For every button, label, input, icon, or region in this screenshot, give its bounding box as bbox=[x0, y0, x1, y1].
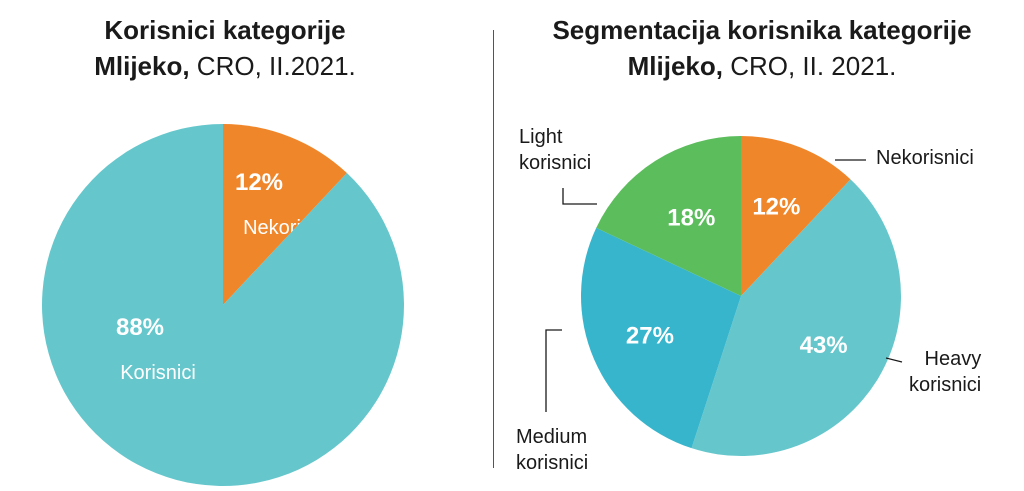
chart1-title-date: CRO, II.2021. bbox=[189, 51, 356, 81]
chart1-slice-nekorisnici bbox=[223, 124, 347, 305]
chart1-slice-korisnici bbox=[41, 124, 404, 486]
chart2-label-medium-line1: Medium bbox=[516, 426, 588, 448]
chart2-value-medium-korisnici: 27% bbox=[626, 322, 674, 349]
chart1-value-nekorisnici: 12% bbox=[235, 169, 283, 196]
chart2-title-line1: Segmentacija korisnika kategorije bbox=[552, 15, 972, 45]
chart2-leader-heavy bbox=[885, 357, 903, 363]
chart2-label-heavy: Heavy korisnici bbox=[909, 346, 981, 398]
chart1-title-bold: Mlijeko, bbox=[94, 51, 190, 81]
chart2-leader-medium bbox=[545, 329, 562, 412]
chart2-slice-light-korisnici bbox=[596, 136, 741, 296]
chart2-slice-heavy-korisnici bbox=[691, 179, 902, 457]
divider-line bbox=[493, 30, 494, 468]
chart2-label-medium: Medium korisnici bbox=[516, 424, 588, 476]
chart2-label-heavy-line2: korisnici bbox=[909, 374, 982, 396]
chart2-label-medium-line2: korisnici bbox=[516, 452, 589, 474]
chart2-title-bold: Mlijeko, bbox=[627, 51, 723, 81]
chart1-value-korisnici: 88% bbox=[116, 314, 164, 341]
chart1-label-korisnici: Korisnici bbox=[120, 362, 196, 384]
chart2-label-heavy-line1: Heavy bbox=[924, 348, 982, 370]
chart2-title: Segmentacija korisnika kategorije Mlijek… bbox=[500, 12, 1024, 84]
chart1-title: Korisnici kategorije Mlijeko, CRO, II.20… bbox=[40, 12, 410, 84]
chart2-value-nekorisnici: 12% bbox=[752, 194, 800, 221]
chart1-title-line1: Korisnici kategorije bbox=[104, 15, 346, 45]
chart2-value-light-korisnici: 18% bbox=[667, 205, 715, 232]
chart2-label-nekorisnici: Nekorisnici bbox=[876, 147, 974, 169]
chart2-leader-light bbox=[562, 188, 597, 205]
chart2-slice-medium-korisnici bbox=[580, 227, 741, 449]
chart2-label-light: Light korisnici bbox=[519, 124, 591, 176]
chart2-title-date: CRO, II. 2021. bbox=[722, 51, 897, 81]
chart2-value-heavy-korisnici: 43% bbox=[800, 332, 848, 359]
chart2-slice-nekorisnici bbox=[741, 136, 851, 296]
chart2-label-light-line2: korisnici bbox=[519, 152, 592, 174]
chart2-label-light-line1: Light bbox=[519, 126, 563, 148]
